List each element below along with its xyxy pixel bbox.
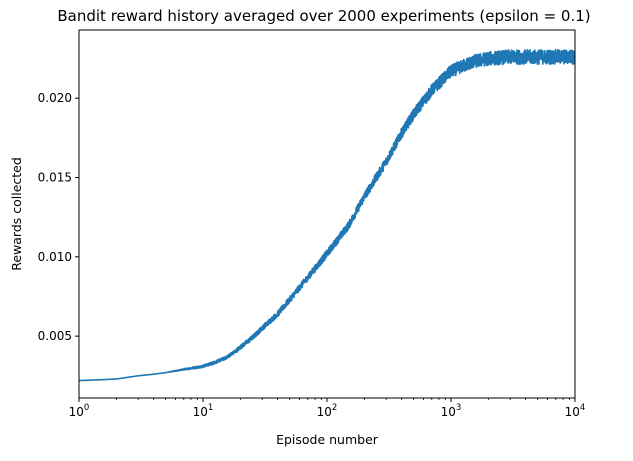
y-tick-label: 0.020	[38, 91, 72, 105]
series-line	[79, 48, 575, 382]
y-axis: 0.005 0.010 0.015 0.020	[38, 91, 79, 343]
axes-frame	[78, 29, 576, 399]
x-tick-label: 101	[193, 403, 214, 419]
x-axis-label: Episode number	[276, 432, 379, 447]
x-tick-label: 103	[441, 403, 462, 419]
x-tick-label: 100	[69, 403, 90, 419]
plot-area	[79, 48, 575, 382]
y-tick-label: 0.015	[38, 171, 72, 185]
y-tick-label: 0.005	[38, 329, 72, 343]
x-tick-label: 102	[317, 403, 338, 419]
x-axis: 100 101 102 103 104	[69, 398, 586, 419]
chart-title: Bandit reward history averaged over 2000…	[57, 7, 590, 25]
x-tick-label: 104	[565, 403, 586, 419]
y-tick-label: 0.010	[38, 250, 72, 264]
y-axis-label: Rewards collected	[9, 157, 24, 271]
